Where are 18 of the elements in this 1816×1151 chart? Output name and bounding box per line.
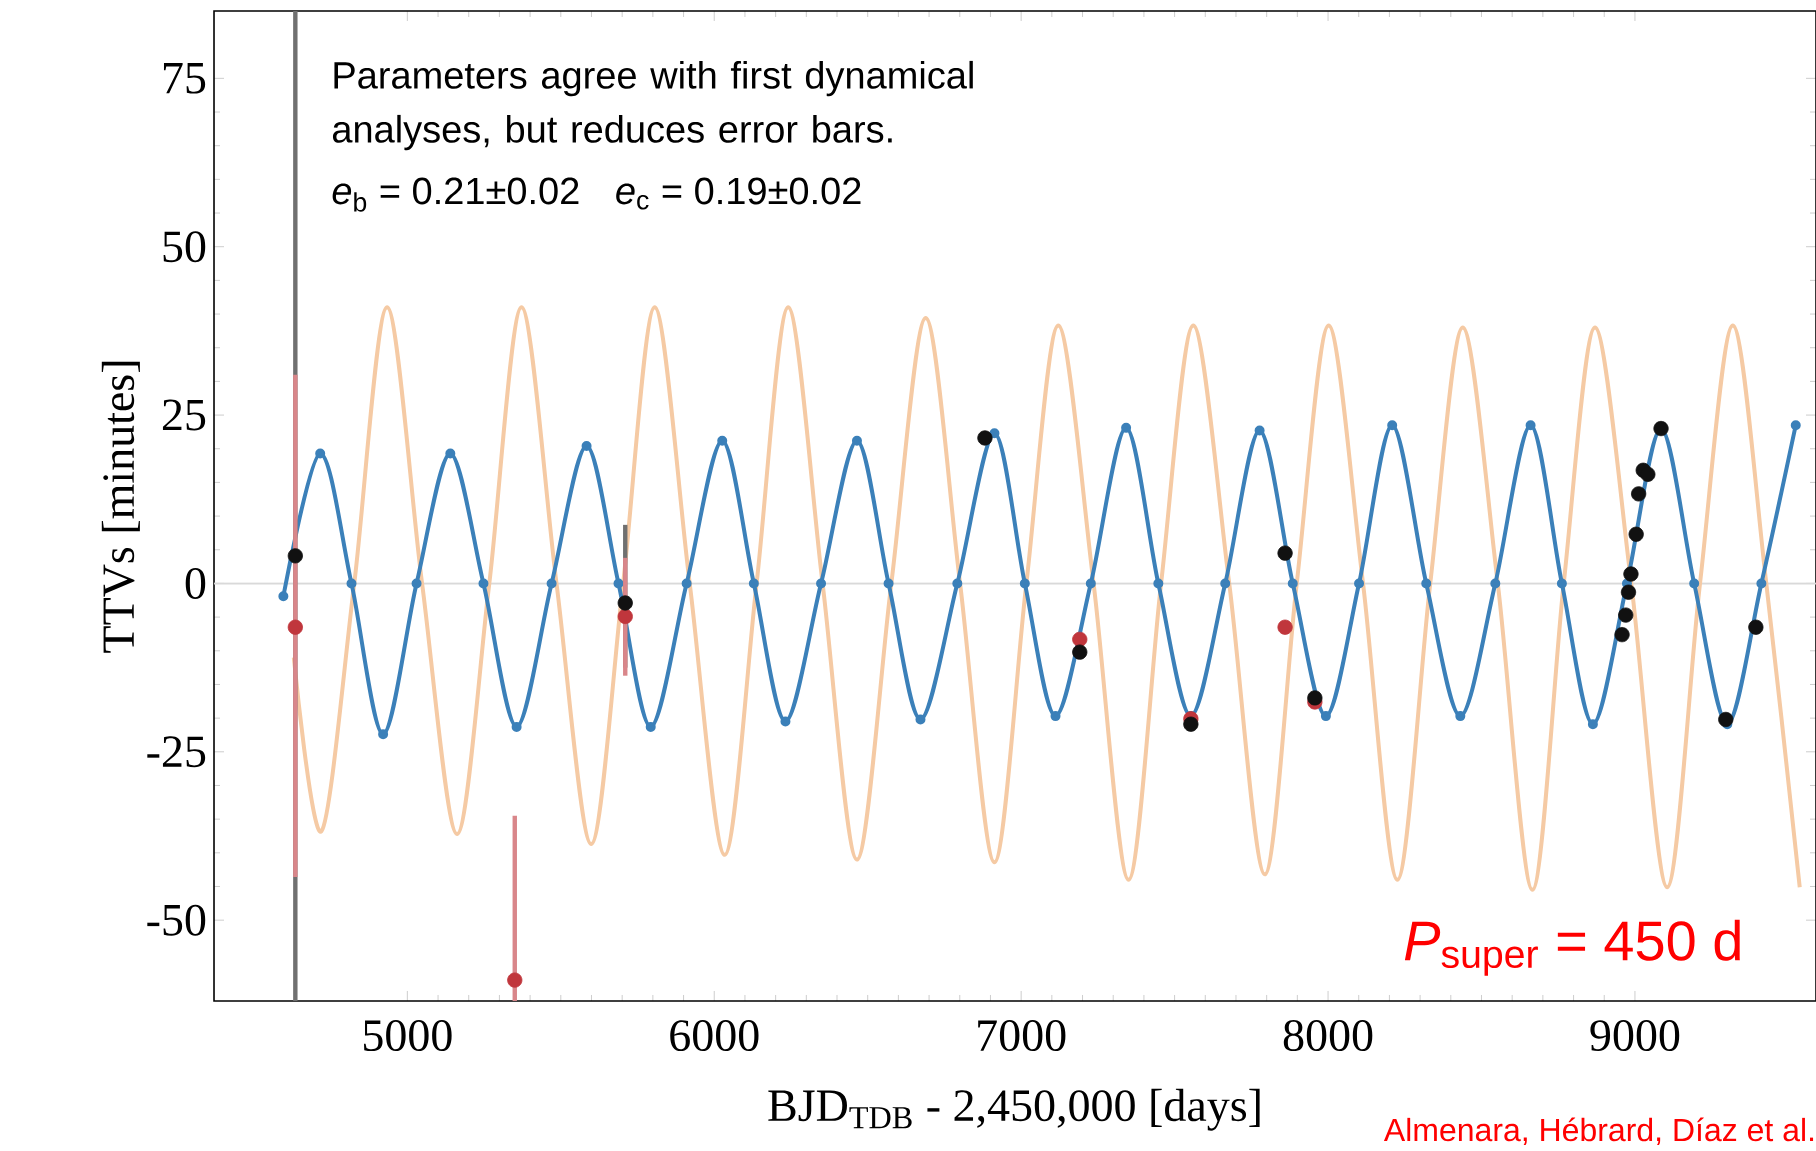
text: Almenara, Hébrard, Díaz et al. [1383, 1117, 1814, 1146]
x-tick-label: 6000 [670, 1020, 759, 1052]
annotation: P$_{super}$ = 450 d [1404, 919, 1740, 976]
y-tick-label: 50 [163, 231, 206, 263]
x-tick-label: 9000 [1590, 1020, 1680, 1052]
annotation: e$_{b}$ = 0.21±0.02 [332, 177, 579, 212]
annotation: Parameters agree with first dynamical analyses, but reduces error bars. [332, 60, 973, 151]
y-tick-label: -50 [147, 904, 206, 936]
y-tick-label: 0 [185, 567, 206, 599]
y-tick-label: 25 [162, 399, 206, 431]
x-tick-label: 8000 [1283, 1020, 1373, 1052]
x-axis-title: BJD$_{TDB}$ - 2,450,000 [days] [768, 1088, 1260, 1131]
annotation: e$_{c}$ = 0.19±0.02 [616, 177, 861, 210]
y-tick-label: -25 [147, 736, 206, 768]
y-axis-title: TTVs [minutes] [101, 361, 140, 653]
x-tick-label: 7000 [978, 1020, 1066, 1052]
x-tick-label: 5000 [364, 1020, 452, 1052]
y-tick-label: 75 [163, 63, 206, 94]
